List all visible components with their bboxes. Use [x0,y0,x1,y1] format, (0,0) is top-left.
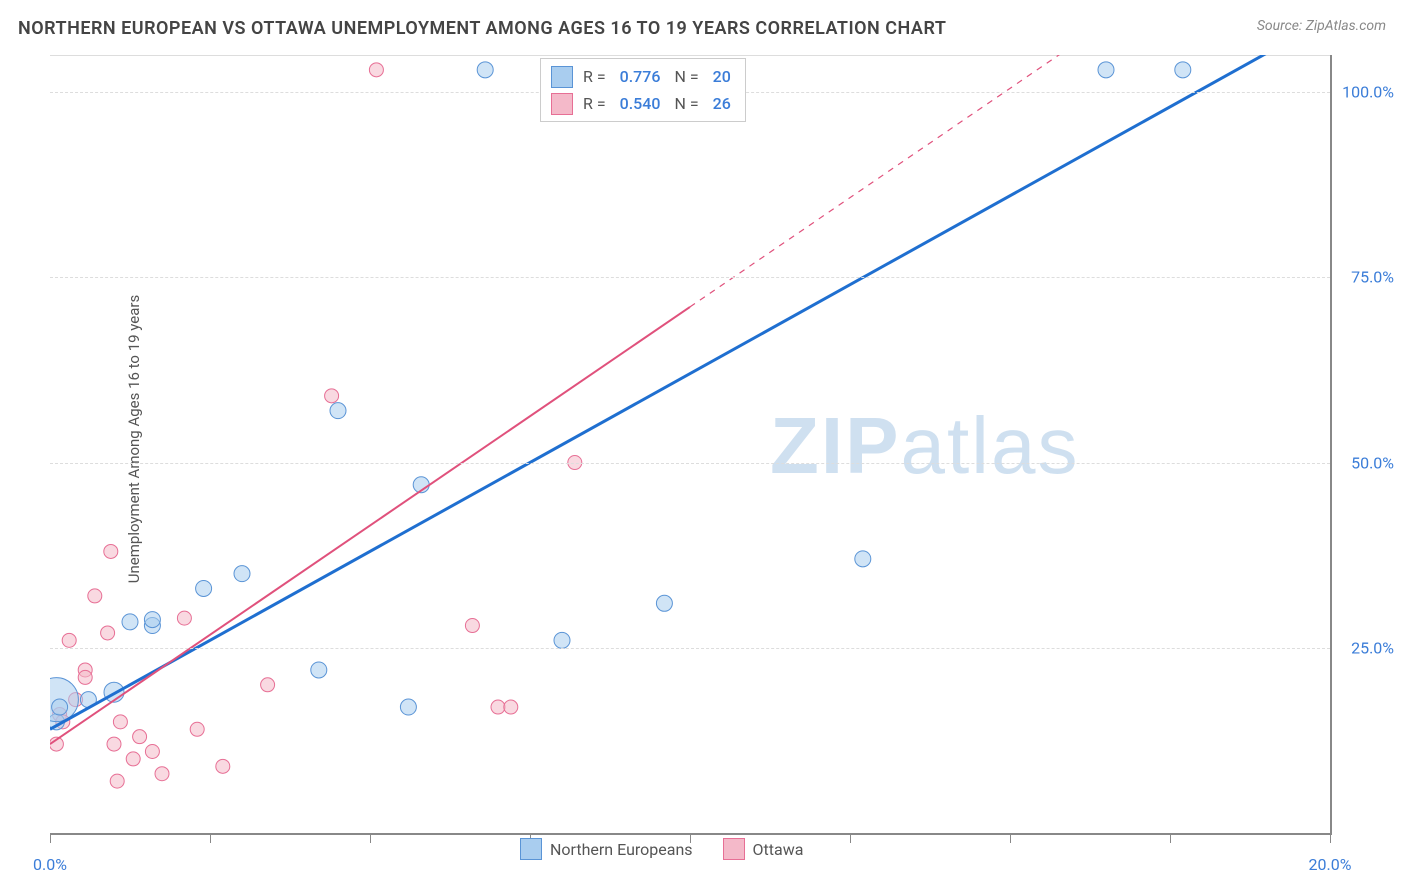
data-point [234,566,250,582]
legend-swatch [551,93,573,115]
grid-line [50,277,1330,278]
legend-n-value: 26 [709,90,735,117]
legend-bottom-item: Ottawa [723,838,804,860]
y-tick-label: 50.0% [1351,453,1394,472]
chart-svg [50,55,1330,833]
data-point [88,589,102,603]
data-point [261,678,275,692]
grid-line [50,648,1330,649]
regression-line [50,55,1330,729]
legend-swatch [723,838,745,860]
data-point [1098,62,1114,78]
legend-bottom: Northern Europeans Ottawa [520,838,803,860]
legend-swatch [551,66,573,88]
data-point [855,551,871,567]
x-tick-mark [1010,833,1011,843]
legend-bottom-label: Ottawa [753,840,804,859]
x-tick-label: 20.0% [1309,855,1352,874]
data-point [504,700,518,714]
data-point [177,611,191,625]
regression-line [50,307,690,744]
data-point [465,619,479,633]
y-axis-line [1330,55,1332,835]
legend-top: R = 0.776 N = 20 R = 0.540 N = 26 [540,58,746,122]
data-point [477,62,493,78]
x-tick-label: 0.0% [33,855,67,874]
x-tick-mark [1170,833,1171,843]
legend-r-label: R = [583,90,606,117]
chart-title: NORTHERN EUROPEAN VS OTTAWA UNEMPLOYMENT… [18,18,946,39]
legend-r-value: 0.540 [616,90,665,117]
legend-bottom-item: Northern Europeans [520,838,693,860]
data-point [144,612,160,628]
data-point [491,700,505,714]
legend-r-value: 0.776 [616,63,665,90]
data-point [78,670,92,684]
grid-line [50,463,1330,464]
legend-n-label: N = [674,90,698,117]
data-point [122,614,138,630]
x-tick-mark [210,833,211,843]
y-tick-label: 100.0% [1342,83,1394,102]
x-tick-mark [1330,833,1331,843]
legend-swatch [520,838,542,860]
x-tick-mark [370,833,371,843]
data-point [133,730,147,744]
data-point [1175,62,1191,78]
data-point [101,626,115,640]
data-point [113,715,127,729]
data-point [155,767,169,781]
y-tick-label: 75.0% [1351,268,1394,287]
data-point [52,699,68,715]
data-point [311,662,327,678]
data-point [145,744,159,758]
data-point [369,63,383,77]
data-point [190,722,204,736]
data-point [104,544,118,558]
legend-top-row: R = 0.540 N = 26 [551,90,735,117]
data-point [330,403,346,419]
data-point [196,580,212,596]
legend-top-row: R = 0.776 N = 20 [551,63,735,90]
data-point [400,699,416,715]
data-point [325,389,339,403]
source-label: Source: ZipAtlas.com [1257,18,1386,34]
legend-n-label: N = [674,63,698,90]
legend-n-value: 20 [709,63,735,90]
x-tick-mark [850,833,851,843]
data-point [110,774,124,788]
data-point [107,737,121,751]
data-point [656,595,672,611]
y-tick-label: 25.0% [1351,638,1394,657]
data-point [216,759,230,773]
legend-r-label: R = [583,63,606,90]
x-tick-mark [50,833,51,843]
data-point [126,752,140,766]
legend-bottom-label: Northern Europeans [550,840,693,859]
data-point [62,633,76,647]
data-point [554,632,570,648]
